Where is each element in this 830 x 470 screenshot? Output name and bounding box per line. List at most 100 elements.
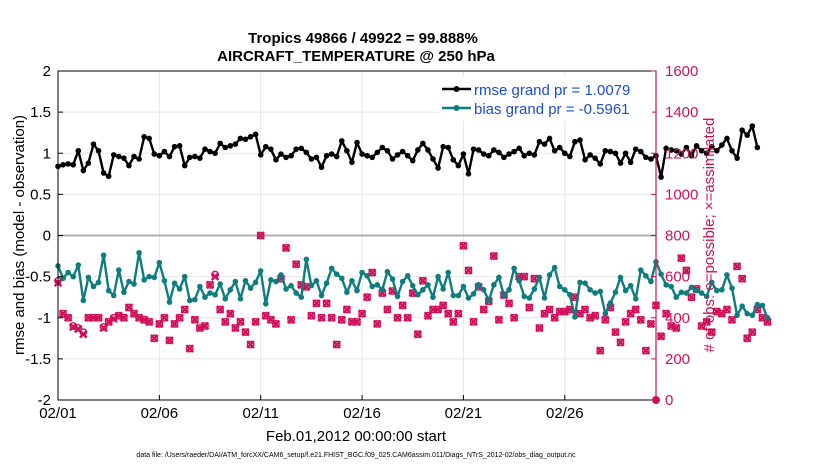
obs-count-series bbox=[53, 231, 772, 404]
obs-possible-point bbox=[449, 317, 458, 326]
rmse-point bbox=[186, 154, 193, 161]
obs-assimilated-point bbox=[165, 336, 174, 345]
bias-point bbox=[257, 268, 264, 274]
bias-point bbox=[445, 269, 452, 276]
obs-possible-point bbox=[743, 334, 752, 343]
bias-point bbox=[729, 285, 735, 291]
bias-point bbox=[688, 284, 695, 291]
obs-assimilated-point bbox=[286, 315, 296, 325]
rmse-point bbox=[95, 147, 102, 154]
obs-possible-point bbox=[434, 305, 442, 314]
bias-point bbox=[121, 289, 127, 296]
bias-point bbox=[116, 267, 122, 273]
obs-assimilated-point bbox=[519, 272, 529, 281]
bias-point bbox=[318, 292, 325, 299]
rmse-point bbox=[754, 144, 761, 151]
obs-assimilated-point bbox=[641, 346, 651, 355]
obs-possible-point bbox=[728, 315, 736, 324]
bias-point bbox=[749, 312, 756, 319]
rmse-point bbox=[521, 152, 528, 159]
obs-assimilated-point bbox=[585, 313, 595, 322]
bias-point bbox=[612, 289, 619, 296]
rmse-point bbox=[445, 144, 452, 151]
rmse-point bbox=[399, 148, 406, 155]
bias-point bbox=[374, 282, 381, 288]
bias-point bbox=[399, 278, 406, 285]
bias-point bbox=[693, 287, 700, 294]
rmse-point bbox=[668, 147, 675, 153]
bias-point bbox=[131, 281, 137, 287]
obs-assimilated-point bbox=[707, 327, 716, 337]
obs-possible-point bbox=[150, 334, 159, 343]
x-tick-label: 02/06 bbox=[141, 405, 179, 422]
obs-assimilated-point bbox=[737, 274, 747, 283]
bias-point bbox=[156, 259, 163, 266]
obs-assimilated-point bbox=[616, 338, 625, 347]
rmse-point bbox=[181, 162, 188, 169]
obs-possible-point bbox=[439, 301, 448, 310]
obs-assimilated-point bbox=[636, 315, 646, 325]
rmse-point bbox=[724, 135, 730, 142]
bias-point bbox=[561, 286, 568, 293]
bias-point bbox=[283, 286, 289, 292]
obs-assimilated-point bbox=[661, 309, 671, 318]
bias-point bbox=[511, 265, 517, 272]
obs-possible-point bbox=[733, 262, 741, 271]
obs-possible-point bbox=[261, 311, 270, 320]
y-right-tick-label: 1200 bbox=[665, 145, 698, 162]
rmse-point bbox=[703, 150, 710, 157]
y-left-tick-label: 0 bbox=[43, 228, 51, 245]
bias-point bbox=[252, 279, 259, 286]
obs-assimilated-point bbox=[271, 319, 281, 329]
rmse-point bbox=[440, 143, 446, 150]
obs-assimilated-point bbox=[180, 305, 189, 314]
rmse-point bbox=[323, 152, 330, 159]
obs-possible-point bbox=[738, 274, 747, 283]
rmse-point bbox=[729, 147, 735, 154]
rmse-point bbox=[572, 138, 578, 145]
obs-assimilated-point bbox=[357, 309, 367, 318]
obs-assimilated-point bbox=[307, 311, 316, 320]
obs-possible-point bbox=[292, 260, 301, 269]
obs-assimilated-point bbox=[185, 344, 195, 353]
legend-box bbox=[441, 77, 652, 121]
rmse-point bbox=[683, 144, 690, 151]
obs-assimilated-point bbox=[727, 315, 737, 325]
obs-possible-point bbox=[641, 346, 650, 355]
bias-point bbox=[415, 291, 421, 298]
obs-assimilated-point bbox=[256, 231, 265, 240]
obs-assimilated-point bbox=[621, 317, 630, 327]
obs-possible-point bbox=[454, 309, 463, 318]
rmse-point bbox=[541, 141, 548, 148]
obs-assimilated-point bbox=[150, 334, 159, 343]
obs-assimilated-point bbox=[535, 323, 544, 333]
rmse-point bbox=[308, 156, 315, 162]
bias-point bbox=[110, 292, 117, 299]
bias-point bbox=[389, 276, 396, 282]
rmse-point bbox=[156, 152, 163, 159]
rmse-point bbox=[496, 149, 502, 156]
obs-assimilated-point bbox=[312, 299, 321, 308]
rmse-point bbox=[719, 142, 725, 148]
obs-possible-point bbox=[418, 276, 427, 285]
obs-possible-point bbox=[687, 293, 696, 302]
bias-point bbox=[714, 287, 720, 294]
bias-point bbox=[643, 273, 649, 279]
y-left-tick-label: -1 bbox=[38, 310, 51, 327]
obs-possible-point bbox=[616, 338, 625, 347]
bias-point bbox=[404, 273, 411, 279]
bias-point bbox=[126, 278, 132, 285]
obs-assimilated-point bbox=[494, 315, 504, 325]
bias-point bbox=[202, 294, 208, 300]
obs-assimilated-point bbox=[94, 313, 103, 322]
bias-point bbox=[181, 273, 188, 280]
rmse-point bbox=[622, 150, 629, 157]
obs-assimilated-point bbox=[656, 332, 666, 341]
obs-possible-point bbox=[185, 344, 194, 353]
bias-point bbox=[496, 274, 502, 281]
bias-series bbox=[55, 249, 771, 321]
rmse-point bbox=[556, 144, 563, 151]
bias-point bbox=[577, 279, 583, 286]
obs-possible-point bbox=[383, 305, 392, 314]
